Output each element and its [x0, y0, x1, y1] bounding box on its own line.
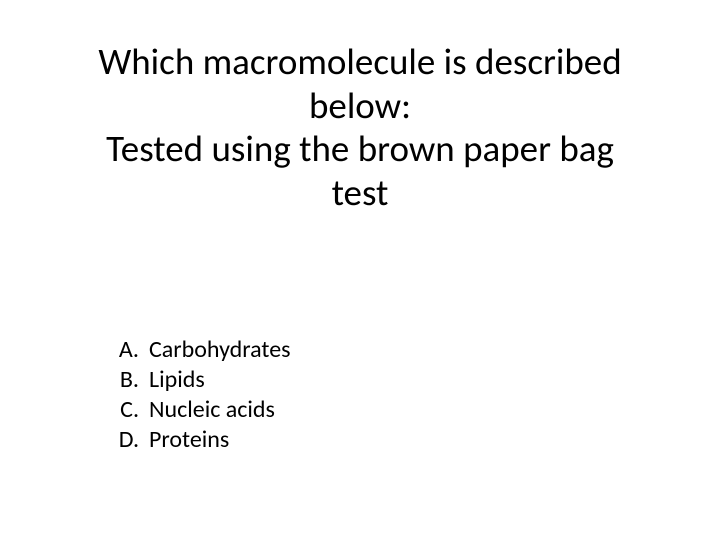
option-b: B. Lipids [105, 365, 291, 395]
option-letter: B. [105, 365, 149, 395]
title-line: below: [40, 84, 680, 128]
title-line: test [40, 171, 680, 215]
option-letter: A. [105, 335, 149, 365]
option-text: Proteins [149, 425, 229, 455]
option-d: D. Proteins [105, 425, 291, 455]
title-line: Tested using the brown paper bag [40, 127, 680, 171]
slide: Which macromolecule is described below: … [0, 0, 720, 540]
question-title: Which macromolecule is described below: … [40, 40, 680, 215]
option-text: Lipids [149, 365, 205, 395]
option-c: C. Nucleic acids [105, 395, 291, 425]
title-line: Which macromolecule is described [40, 40, 680, 84]
option-a: A. Carbohydrates [105, 335, 291, 365]
option-text: Nucleic acids [149, 395, 275, 425]
answer-options: A. Carbohydrates B. Lipids C. Nucleic ac… [105, 335, 291, 455]
option-text: Carbohydrates [149, 335, 291, 365]
option-letter: C. [105, 395, 149, 425]
option-letter: D. [105, 425, 149, 455]
